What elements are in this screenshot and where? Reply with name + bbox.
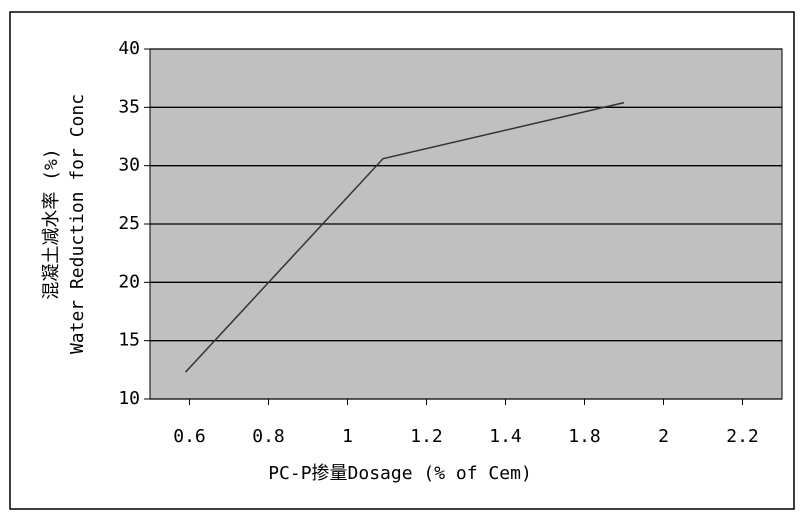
y-tick-label: 40 (118, 38, 140, 59)
y-tick-label: 30 (118, 155, 140, 176)
y-tick-label: 15 (118, 330, 140, 351)
x-tick-label: 2.2 (726, 426, 759, 447)
x-tick-label: 0.8 (252, 426, 285, 447)
x-tick-label: 1.8 (568, 426, 601, 447)
x-tick-label: 1 (342, 426, 353, 447)
y-tick-label: 35 (118, 96, 140, 117)
x-tick-label: 1.2 (410, 426, 443, 447)
y-axis-title: 混凝土减水率 (%) Water Reduction for Conc (41, 94, 88, 354)
y-axis-title-line: 混凝土减水率 (%) (41, 148, 62, 299)
x-tick-label: 0.6 (173, 426, 206, 447)
y-tick-label: 20 (118, 271, 140, 292)
x-tick-label: 1.4 (489, 426, 522, 447)
y-tick-label: 10 (118, 388, 140, 409)
x-axis-title: PC-P掺量Dosage (% of Cem) (268, 463, 532, 484)
y-axis-title-line: Water Reduction for Conc (67, 94, 88, 354)
data-line (184, 101, 625, 373)
x-tick-label: 2 (658, 426, 669, 447)
y-tick-label: 25 (118, 213, 140, 234)
